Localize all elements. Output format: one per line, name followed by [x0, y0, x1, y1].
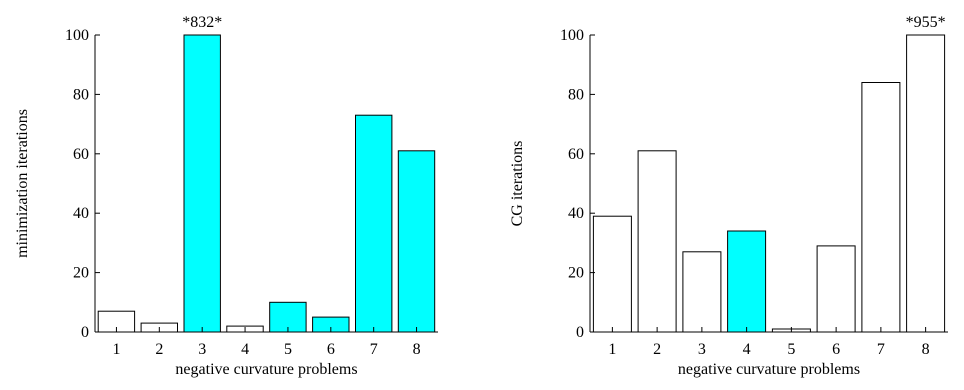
- right-bar-6: [816, 245, 856, 333]
- right-bar-2: [637, 150, 677, 333]
- right-bar-3: [682, 251, 722, 333]
- right-y-tick-label: 40: [568, 205, 584, 222]
- right-y-tick-label: 60: [568, 146, 584, 163]
- left-y-tick-label: 100: [65, 27, 89, 44]
- left-x-tick-label: 7: [370, 341, 378, 358]
- right-x-tick-label: 4: [743, 341, 751, 358]
- right-x-tick-label: 8: [922, 341, 930, 358]
- right-bar-7: [861, 82, 901, 333]
- left-y-axis-label: minimization iterations: [14, 109, 31, 258]
- left-x-tick-label: 2: [155, 341, 163, 358]
- right-bar-1: [592, 215, 632, 333]
- right-y-axis-label: CG iterations: [509, 141, 526, 227]
- left-x-tick-label: 3: [198, 341, 206, 358]
- left-y-tick-label: 20: [73, 265, 89, 282]
- left-bar-annotation: *832*: [182, 14, 222, 31]
- right-x-axis-label: negative curvature problems: [678, 361, 860, 378]
- left-x-tick-label: 1: [112, 341, 120, 358]
- left-x-tick-label: 8: [413, 341, 421, 358]
- right-y-tick-label: 80: [568, 86, 584, 103]
- right-y-tick-label: 20: [568, 265, 584, 282]
- left-x-tick-label: 6: [327, 341, 335, 358]
- right-x-tick-label: 2: [653, 341, 661, 358]
- left-y-tick-label: 40: [73, 205, 89, 222]
- right-x-tick-label: 7: [877, 341, 885, 358]
- right-bar-4: [727, 230, 767, 333]
- right-bar-8: [906, 34, 946, 333]
- right-y-tick-label: 0: [576, 324, 584, 341]
- left-x-axis-label: negative curvature problems: [175, 361, 357, 378]
- left-bar-7: [355, 114, 393, 333]
- left-y-tick-label: 60: [73, 146, 89, 163]
- right-bar-annotation: *955*: [906, 14, 946, 31]
- right-x-tick-label: 3: [698, 341, 706, 358]
- right-x-tick-label: 6: [832, 341, 840, 358]
- right-y-tick-label: 100: [560, 27, 584, 44]
- left-x-tick-label: 4: [241, 341, 249, 358]
- left-bar-3: [183, 34, 221, 333]
- left-y-tick-label: 80: [73, 86, 89, 103]
- right-x-tick-label: 5: [787, 341, 795, 358]
- left-x-tick-label: 5: [284, 341, 292, 358]
- right-x-tick-label: 1: [608, 341, 616, 358]
- left-y-tick-label: 0: [81, 324, 89, 341]
- left-bar-8: [397, 150, 436, 333]
